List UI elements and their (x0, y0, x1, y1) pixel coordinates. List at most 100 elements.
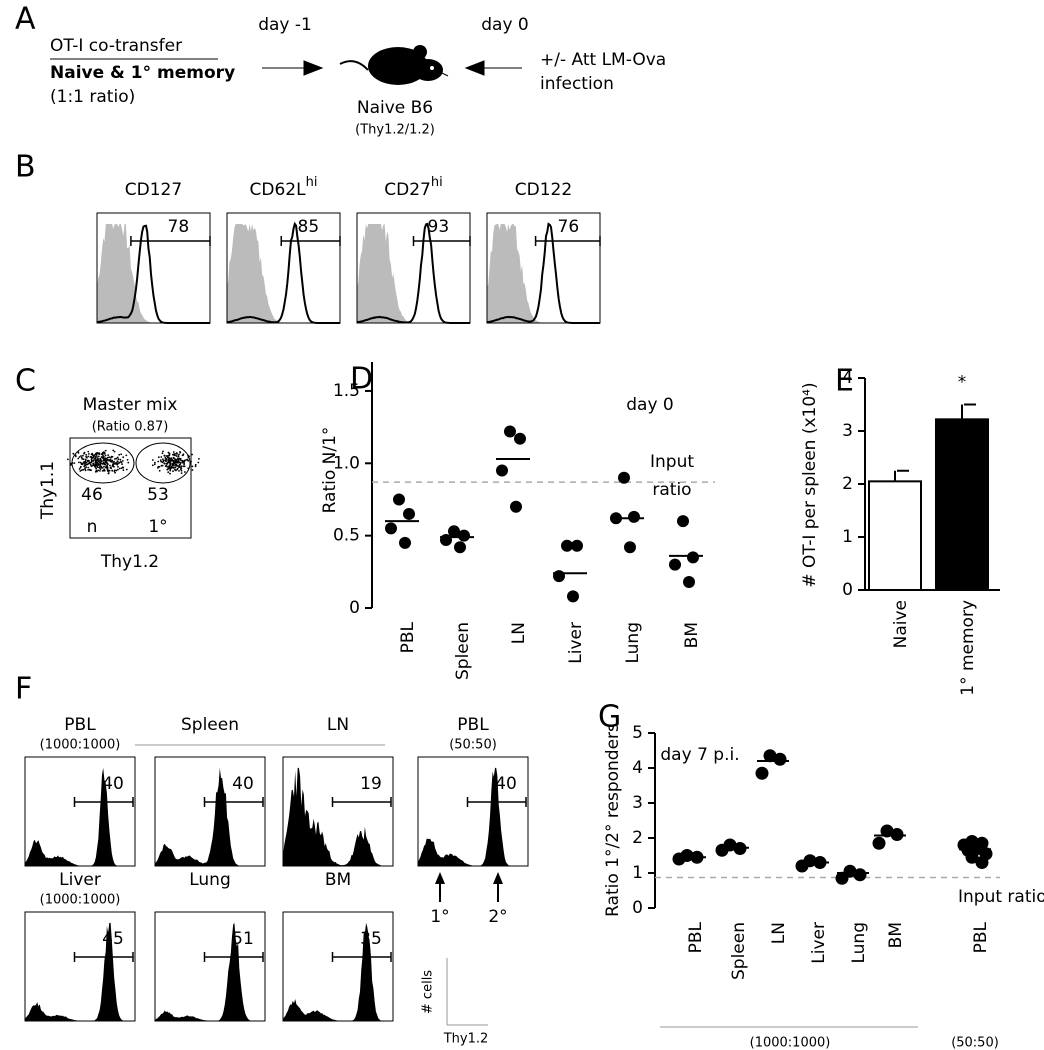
event-dot (126, 459, 129, 461)
event-dot (174, 454, 176, 457)
event-dot (174, 453, 176, 455)
x-tick-label: Naive (891, 600, 911, 648)
event-dot (86, 459, 89, 462)
x-tick-label: Lung (623, 622, 643, 664)
data-point (624, 541, 636, 554)
event-dot (194, 463, 197, 466)
event-dot (114, 458, 116, 460)
event-dot (100, 456, 103, 458)
label: Master mix (83, 395, 178, 415)
event-dot (117, 468, 119, 471)
marker-label: CD122 (515, 180, 572, 200)
y-tick-label: 2 (842, 474, 853, 494)
histogram-frame (154, 756, 266, 867)
event-dot (78, 468, 81, 470)
annotation: day 7 p.i. (660, 745, 739, 765)
isotype-histogram (97, 224, 210, 323)
tissue-label: Spleen (181, 715, 239, 735)
event-dot (85, 461, 88, 464)
event-dot (181, 459, 184, 462)
event-dot (179, 451, 181, 453)
event-dot (87, 450, 90, 453)
histogram (418, 767, 528, 866)
gate-value: 35 (360, 929, 382, 949)
event-dot (106, 463, 109, 466)
event-dot (85, 466, 87, 469)
event-dot (167, 451, 170, 454)
axis-label: Thy1.2 (443, 1032, 489, 1047)
event-dot (178, 453, 180, 456)
data-point (496, 464, 508, 477)
event-dot (108, 458, 110, 461)
data-point (835, 871, 849, 885)
gate-value: 51 (232, 929, 254, 949)
bar (935, 418, 989, 591)
event-dot (67, 458, 69, 461)
event-dot (84, 467, 86, 470)
label: +/- Att LM-Ova (540, 50, 666, 70)
y-tick-label: 0 (349, 598, 360, 618)
event-dot (115, 469, 118, 472)
data-point (553, 570, 565, 583)
axis-label: Ratio N/1° (320, 427, 340, 514)
label: (Thy1.2/1.2) (355, 123, 435, 138)
x-tick-label: Spleen (453, 622, 473, 680)
event-dot (106, 469, 109, 472)
data-point (715, 843, 729, 857)
event-dot (120, 453, 123, 456)
event-dot (81, 463, 84, 466)
event-dot (164, 456, 167, 459)
event-dot (92, 460, 95, 462)
marker-label: CD127 (125, 180, 182, 200)
event-dot (153, 463, 156, 466)
bar (868, 480, 922, 592)
event-dot (158, 469, 161, 472)
event-dot (107, 472, 110, 474)
x-tick-label: PBL (398, 621, 418, 653)
event-dot (165, 455, 168, 457)
data-point (458, 529, 470, 542)
event-dot (113, 450, 116, 453)
label: day -1 (258, 15, 312, 35)
x-tick-label: Liver (809, 922, 829, 964)
event-dot (92, 455, 95, 458)
histogram-frame (24, 911, 136, 1022)
event-dot (99, 458, 102, 460)
event-dot (115, 457, 118, 460)
label: (1:1 ratio) (50, 87, 135, 107)
event-dot (167, 471, 170, 474)
event-dot (84, 458, 87, 461)
ratio-label: (1000:1000) (40, 738, 121, 753)
data-point (393, 493, 405, 506)
y-tick-label: 0 (632, 898, 643, 918)
event-dot (157, 456, 160, 459)
event-dot (88, 462, 91, 464)
ratio-label: (1000:1000) (40, 893, 121, 908)
event-dot (171, 458, 174, 461)
event-dot (185, 459, 188, 461)
event-dot (169, 469, 172, 472)
event-dot (115, 461, 118, 464)
axis-label: Ratio 1°/2° responders (603, 723, 623, 917)
event-dot (80, 455, 82, 457)
panel-label: B (15, 150, 36, 185)
gate-value: 19 (360, 774, 382, 794)
y-tick-label: 5 (632, 723, 643, 743)
event-dot (168, 452, 171, 455)
arrow-label: 1° (430, 907, 449, 927)
isotype-histogram (487, 224, 600, 323)
event-dot (121, 460, 124, 462)
tissue-label: LN (327, 715, 349, 735)
event-dot (175, 455, 178, 457)
panel-label: A (15, 2, 36, 37)
event-dot (96, 456, 98, 458)
event-dot (89, 463, 92, 466)
event-dot (167, 455, 169, 458)
event-dot (198, 458, 200, 460)
event-dot (168, 467, 171, 470)
event-dot (115, 463, 118, 465)
event-dot (183, 462, 186, 464)
gate-value: 53 (147, 485, 169, 505)
event-dot (172, 462, 174, 465)
event-dot (110, 455, 113, 458)
